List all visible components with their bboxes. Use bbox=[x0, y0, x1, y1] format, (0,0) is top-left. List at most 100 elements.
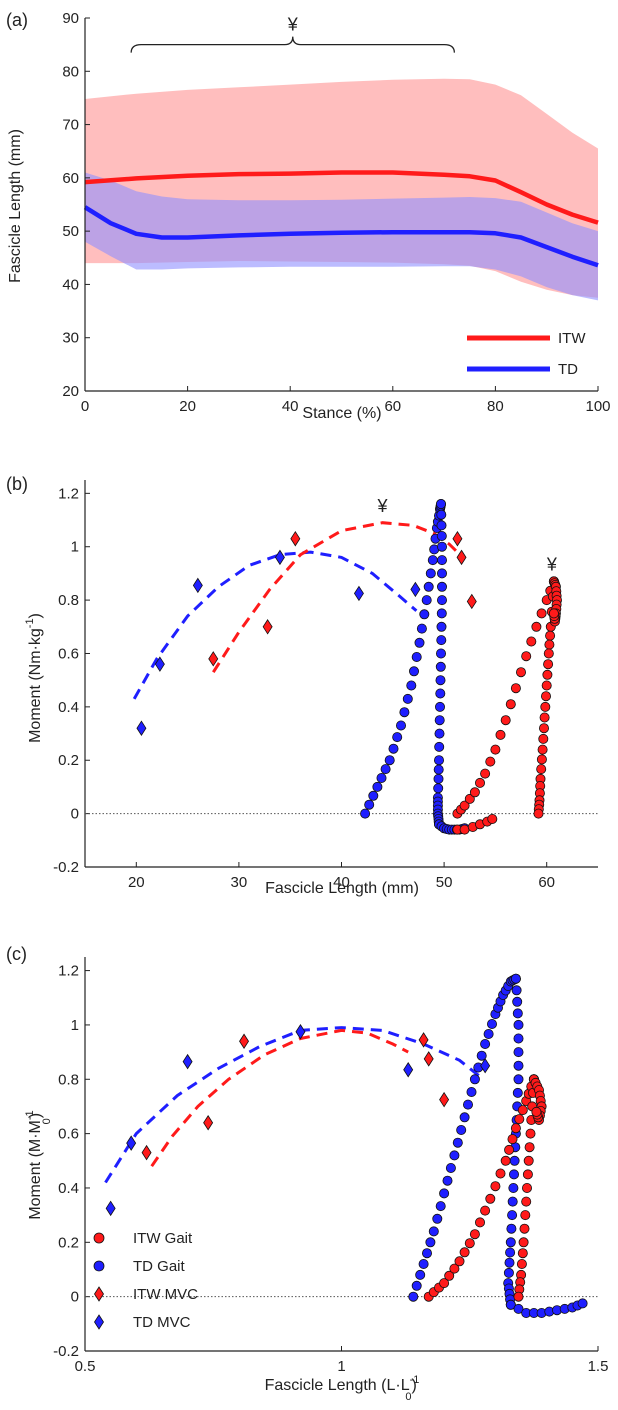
itw-gait-point bbox=[439, 1278, 450, 1289]
x-axis-title: Fascicle Length (L·L-1 0) bbox=[265, 1374, 420, 1403]
td-gait-point bbox=[418, 1259, 429, 1270]
itw-gait-point bbox=[539, 712, 550, 723]
y-tick-label: 0 bbox=[71, 1289, 79, 1306]
itw-gait-point bbox=[526, 636, 537, 647]
y-tick-label: 0.6 bbox=[58, 645, 79, 662]
itw-mvc-point bbox=[208, 651, 219, 667]
itw-gait-point bbox=[469, 787, 480, 798]
td-gait-point bbox=[505, 1247, 516, 1258]
x-tick-label: 60 bbox=[384, 398, 401, 415]
itw-gait-point bbox=[485, 1193, 496, 1204]
y-tick-label: 0 bbox=[71, 806, 79, 823]
legend-label: ITW Gait bbox=[133, 1230, 193, 1247]
td-gait-point bbox=[476, 1050, 487, 1061]
y-tick-label: 0.2 bbox=[58, 752, 79, 769]
itw-fit-curve bbox=[150, 1028, 409, 1168]
itw-mean-line bbox=[84, 170, 599, 225]
td-gait-point bbox=[436, 621, 447, 632]
td-gait-point bbox=[508, 1183, 519, 1194]
td-mvc-point bbox=[105, 1200, 116, 1217]
td-gait-point bbox=[436, 541, 447, 552]
td-gait-point bbox=[435, 661, 446, 672]
y-tick-label: 0.6 bbox=[58, 1126, 79, 1143]
td-gait-point bbox=[510, 973, 521, 984]
td-gait-point bbox=[445, 1163, 456, 1174]
td-gait-point bbox=[513, 1047, 524, 1058]
td-gait-point bbox=[406, 680, 417, 691]
td-gait-point bbox=[483, 1029, 494, 1040]
itw-gait-point bbox=[548, 608, 559, 619]
itw-gait-point bbox=[544, 639, 555, 650]
td-gait-point bbox=[449, 1150, 460, 1161]
y-tick-label: -0.2 bbox=[53, 1343, 79, 1360]
itw-gait-point bbox=[464, 793, 475, 804]
td-gait-point bbox=[504, 1257, 515, 1268]
panel-a-legend: ITW TD bbox=[467, 330, 586, 378]
legend-marker-diamond bbox=[94, 1314, 104, 1330]
td-gait-point bbox=[392, 732, 403, 743]
itw-gait-point bbox=[539, 723, 550, 734]
td-gait-point bbox=[513, 1033, 524, 1044]
td-gait-point bbox=[511, 985, 522, 996]
td-gait-point bbox=[466, 1087, 477, 1098]
itw-gait-point bbox=[469, 1229, 480, 1240]
x-tick-label: 30 bbox=[231, 874, 248, 891]
itw-gait-point bbox=[536, 608, 547, 619]
itw-mvc-point bbox=[418, 1032, 429, 1048]
x-tick-label: 20 bbox=[179, 398, 196, 415]
y-tick-label: 1 bbox=[71, 1017, 79, 1034]
td-gait-point bbox=[419, 609, 430, 620]
td-gait-point bbox=[433, 783, 444, 794]
itw-gait-point bbox=[518, 1237, 529, 1248]
td-gait-point bbox=[503, 1267, 514, 1278]
panel-c-label: (c) bbox=[6, 944, 27, 964]
itw-gait-point bbox=[542, 669, 553, 680]
td-gait-point bbox=[513, 1060, 524, 1071]
td-gait-point bbox=[433, 755, 444, 766]
itw-gait-point bbox=[459, 1247, 470, 1258]
td-gait-point bbox=[508, 1169, 519, 1180]
panel-c: (c) 0.5 1 1.5 -0.2 0 0.2 0.4 0.6 0.8 1 1.2 ITW Gai… bbox=[6, 944, 608, 1403]
td-mvc-point bbox=[192, 577, 203, 594]
y-axis-title: Fascicle Length (mm) bbox=[7, 129, 24, 283]
td-gait-point bbox=[512, 1008, 523, 1019]
td-gait-point bbox=[434, 715, 445, 726]
itw-gait-point bbox=[540, 701, 551, 712]
td-gait-point bbox=[480, 1039, 491, 1050]
x-tick-label: 60 bbox=[538, 874, 555, 891]
itw-gait-point bbox=[449, 1263, 460, 1274]
y-tick-label: 0.4 bbox=[58, 1180, 79, 1197]
y-axis-title: Moment (Nm·kg-1) bbox=[24, 613, 44, 743]
y-tick-label: 40 bbox=[62, 276, 79, 293]
itw-gait-point bbox=[474, 777, 485, 788]
itw-gait-point bbox=[513, 1291, 524, 1302]
td-gait-point bbox=[459, 1112, 470, 1123]
td-fit-curve bbox=[132, 550, 418, 700]
td-mvc-point bbox=[274, 549, 285, 566]
panel-b-label: (b) bbox=[6, 474, 28, 494]
legend-marker-circle bbox=[93, 1232, 105, 1244]
td-gait-point bbox=[505, 1299, 516, 1310]
td-mvc-point bbox=[182, 1053, 193, 1070]
itw-gait-point bbox=[480, 768, 491, 779]
itw-gait-point bbox=[444, 1270, 455, 1281]
panel-a-bracket: ¥ bbox=[130, 15, 456, 53]
td-gait-point bbox=[368, 790, 379, 801]
td-gait-point bbox=[435, 688, 446, 699]
td-gait-point bbox=[384, 755, 395, 766]
y-tick-label: 1.2 bbox=[58, 963, 79, 980]
td-gait-point bbox=[421, 595, 432, 606]
itw-gait-point bbox=[519, 1223, 530, 1234]
itw-mvc-point bbox=[290, 530, 301, 547]
td-gait-point bbox=[577, 1298, 588, 1309]
itw-gait-point bbox=[504, 1144, 515, 1155]
td-gait-point bbox=[427, 555, 438, 566]
itw-gait-point bbox=[474, 1217, 485, 1228]
td-gait-point bbox=[428, 1226, 439, 1237]
td-gait-point bbox=[507, 1210, 518, 1221]
td-gait-point bbox=[380, 764, 391, 775]
itw-gait-point bbox=[545, 630, 556, 641]
td-gait-point bbox=[506, 1223, 517, 1234]
td-gait-point bbox=[408, 666, 419, 677]
